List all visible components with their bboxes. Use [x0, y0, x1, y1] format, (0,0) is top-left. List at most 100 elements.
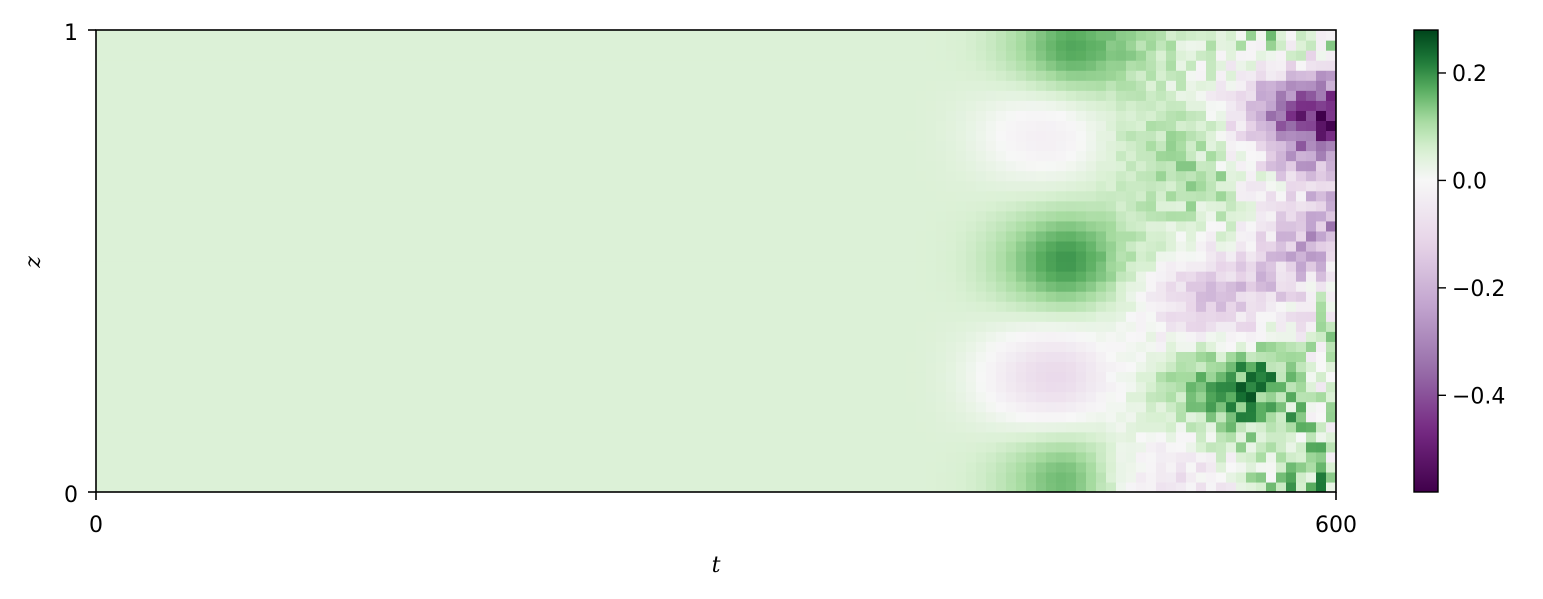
heatmap-cell [96, 382, 107, 393]
heatmap-cell [156, 452, 167, 463]
heatmap-cell [516, 241, 527, 252]
heatmap-cell [526, 442, 537, 453]
heatmap-cell [846, 482, 857, 493]
heatmap-cell [626, 462, 637, 473]
heatmap-cell [406, 472, 417, 483]
heatmap-cell [606, 261, 617, 272]
heatmap-cell [576, 331, 587, 342]
heatmap-cell [376, 60, 387, 71]
heatmap-cell [1046, 60, 1057, 71]
heatmap-cell [716, 371, 727, 382]
heatmap-cell [1126, 110, 1137, 121]
heatmap-cell [496, 191, 507, 202]
heatmap-cell [476, 70, 487, 81]
heatmap-cell [386, 171, 397, 182]
heatmap-cell [1036, 120, 1047, 131]
heatmap-cell [696, 30, 707, 41]
heatmap-cell [146, 382, 157, 393]
heatmap-cell [976, 482, 987, 493]
heatmap-cell [486, 371, 497, 382]
heatmap-cell [186, 311, 197, 322]
heatmap-cell [596, 361, 607, 372]
heatmap-cell [536, 221, 547, 232]
heatmap-cell [516, 311, 527, 322]
heatmap-cell [566, 351, 577, 362]
heatmap-cell [316, 60, 327, 71]
heatmap-cell [666, 422, 677, 433]
heatmap-cell [1036, 50, 1047, 61]
heatmap-cell [396, 120, 407, 131]
heatmap-cell [446, 442, 457, 453]
heatmap-cell [1006, 371, 1017, 382]
heatmap-cell [1036, 422, 1047, 433]
heatmap-cell [126, 442, 137, 453]
heatmap-cell [146, 40, 157, 51]
heatmap-cell [456, 221, 467, 232]
heatmap-cell [546, 50, 557, 61]
heatmap-cell [726, 90, 737, 101]
heatmap-cell [306, 60, 317, 71]
heatmap-cell [236, 392, 247, 403]
heatmap-cell [476, 402, 487, 413]
heatmap-cell [136, 341, 147, 352]
heatmap-cell [526, 80, 537, 91]
heatmap-cell [216, 201, 227, 212]
heatmap-cell [686, 130, 697, 141]
heatmap-cell [1036, 171, 1047, 182]
heatmap-cell [456, 482, 467, 493]
heatmap-cell [416, 251, 427, 262]
heatmap-cell [896, 271, 907, 282]
heatmap-cell [96, 442, 107, 453]
heatmap-cell [966, 422, 977, 433]
heatmap-cell [136, 291, 147, 302]
heatmap-cell [776, 100, 787, 111]
heatmap-cell [1096, 412, 1107, 423]
heatmap-cell [616, 231, 627, 242]
heatmap-cell [546, 231, 557, 242]
heatmap-cell [356, 60, 367, 71]
heatmap-cell [236, 151, 247, 162]
heatmap-cell [996, 422, 1007, 433]
heatmap-cell [236, 261, 247, 272]
heatmap-cell [216, 402, 227, 413]
heatmap-cell [1086, 291, 1097, 302]
heatmap-cell [196, 60, 207, 71]
heatmap-cell [1166, 40, 1177, 51]
heatmap-cell [286, 30, 297, 41]
heatmap-cell [536, 181, 547, 192]
heatmap-cell [716, 261, 727, 272]
heatmap-cell [566, 191, 577, 202]
heatmap-cell [816, 191, 827, 202]
heatmap-cell [346, 351, 357, 362]
heatmap-cell [966, 271, 977, 282]
heatmap-cell [436, 382, 447, 393]
heatmap-cell [1146, 201, 1157, 212]
heatmap-cell [286, 432, 297, 443]
heatmap-cell [836, 211, 847, 222]
heatmap-cell [216, 211, 227, 222]
heatmap-cell [426, 472, 437, 483]
heatmap-cell [786, 271, 797, 282]
heatmap-cell [426, 482, 437, 493]
heatmap-cell [1046, 311, 1057, 322]
heatmap-cell [926, 321, 937, 332]
heatmap-cell [786, 60, 797, 71]
heatmap-cell [516, 221, 527, 232]
heatmap-cell [876, 392, 887, 403]
heatmap-cell [686, 110, 697, 121]
heatmap-cell [506, 351, 517, 362]
heatmap-cell [1066, 181, 1077, 192]
heatmap-cell [1116, 211, 1127, 222]
heatmap-cell [656, 321, 667, 332]
heatmap-cell [416, 442, 427, 453]
heatmap-cell [1036, 452, 1047, 463]
heatmap-cell [116, 472, 127, 483]
heatmap-cell [1046, 442, 1057, 453]
heatmap-cell [596, 30, 607, 41]
heatmap-cell [1006, 442, 1017, 453]
heatmap-cell [1146, 351, 1157, 362]
heatmap-cell [296, 281, 307, 292]
heatmap-cell [856, 221, 867, 232]
heatmap-cell [896, 191, 907, 202]
heatmap-cell [1166, 432, 1177, 443]
